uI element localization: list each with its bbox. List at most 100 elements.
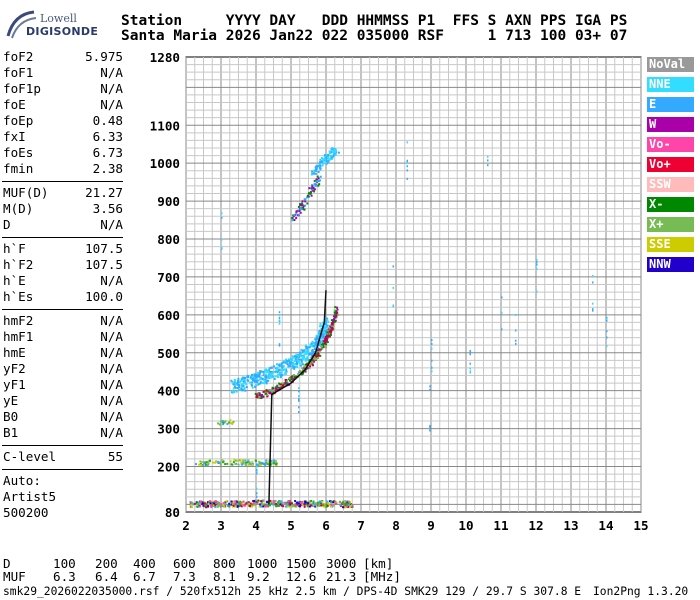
f2-o-trace-point <box>272 365 275 368</box>
es-second-hop-point <box>259 463 262 466</box>
f2-o-trace-point <box>241 376 244 379</box>
param-hmf2: hmF2 N/A <box>3 313 123 329</box>
f2-o-trace-point <box>253 375 256 378</box>
f2-second-hop-e-point <box>329 154 332 157</box>
f2-o-trace-point <box>276 368 279 371</box>
f2-x-trace-point <box>325 343 328 346</box>
f2-o-trace-point <box>263 369 266 372</box>
es-second-hop-point <box>202 464 205 467</box>
es-trace-point <box>200 500 203 503</box>
f2-second-hop-point <box>310 187 313 190</box>
es-trace-point <box>245 501 248 504</box>
f2-o-trace-point <box>277 376 280 379</box>
es-trace-point <box>318 500 321 503</box>
es-trace-point <box>345 505 348 508</box>
f2-o-trace-point <box>312 353 315 356</box>
es-trace-point <box>273 501 276 504</box>
es-trace-point <box>200 503 203 506</box>
f2-o-trace-point <box>299 353 302 356</box>
f2-second-hop-point <box>313 188 316 191</box>
f2-o-trace-point <box>273 377 276 380</box>
es-trace-point <box>326 505 329 508</box>
muf-cell: 1000 <box>247 556 278 571</box>
f2-x-trace-point <box>328 327 331 330</box>
noise-point <box>515 329 517 332</box>
muf-unit: [km] <box>363 556 394 571</box>
noise-point <box>256 472 258 475</box>
param-label: foF2 <box>3 49 34 64</box>
f2-o-trace-point <box>321 333 324 336</box>
f2-o-trace-point <box>244 381 247 384</box>
es-trace-point <box>343 503 346 506</box>
f2-o-trace-point <box>327 320 330 323</box>
noise-point <box>592 281 594 284</box>
muf-row-label: MUF <box>3 569 26 584</box>
f2-o-trace-point <box>280 371 283 374</box>
f2-second-hop-e-point <box>319 167 322 170</box>
f2-o-trace-point <box>282 365 285 368</box>
f2-o-trace-point <box>323 331 326 334</box>
param-value: N/A <box>100 97 123 112</box>
f2-x-trace-point <box>325 341 328 344</box>
legend-item-sse: SSE <box>647 237 694 252</box>
f2-second-hop-point <box>312 187 315 190</box>
es-trace-point <box>279 503 282 506</box>
es-trace-point <box>193 502 196 505</box>
es-trace-point <box>261 501 264 504</box>
f2-o-trace-point <box>315 340 318 343</box>
param-value: 100.0 <box>85 289 123 304</box>
f2-second-hop-e-point <box>319 168 322 171</box>
es-trace-point <box>351 505 354 508</box>
f2-o-trace-point <box>278 369 281 372</box>
es-trace-point <box>238 505 241 508</box>
f2-x-trace-point <box>336 311 339 314</box>
es-trace-point <box>318 503 321 506</box>
noise-point <box>256 469 258 472</box>
f2-o-trace-point <box>261 377 264 380</box>
f2-o-trace-point <box>294 358 297 361</box>
es-trace-point <box>307 502 310 505</box>
f2-o-trace-point <box>269 376 272 379</box>
f2-x-trace-point <box>286 380 289 383</box>
es-trace-point <box>234 505 237 508</box>
es-trace-point <box>272 500 275 503</box>
f2-o-trace-point <box>236 383 239 386</box>
digisonde-logo <box>4 6 74 46</box>
es-trace-point <box>306 503 309 506</box>
f2-o-trace-point <box>251 381 254 384</box>
f2-x-trace-point <box>326 334 329 337</box>
param-yf1: yF1 N/A <box>3 377 123 393</box>
f2-o-trace-point <box>232 391 235 394</box>
muf-cell: 7.3 <box>173 569 196 584</box>
param-value: 2.38 <box>92 161 123 176</box>
f2-second-hop-point <box>306 196 309 199</box>
f2-second-hop-e-point <box>332 155 335 158</box>
es-trace-point <box>189 505 192 508</box>
f2-o-trace-point <box>278 372 281 375</box>
es-trace-point <box>214 505 217 508</box>
es-trace-point <box>314 505 317 508</box>
f2-second-hop-e-point <box>319 161 322 164</box>
es-trace-point <box>319 502 322 505</box>
y-tick-label: 200 <box>157 460 180 475</box>
es-trace-point <box>328 500 331 503</box>
noise-point <box>406 160 408 163</box>
f2-x-trace-point <box>320 343 323 346</box>
f2-o-trace-point <box>293 367 296 370</box>
f2-o-trace-point <box>322 336 325 339</box>
f2-o-trace-point <box>267 369 270 372</box>
f2-x-trace-point <box>323 341 326 344</box>
es-second-hop-point <box>272 459 275 462</box>
es-trace-point <box>288 505 291 508</box>
noise-point <box>429 388 431 391</box>
es-third-hop-point <box>226 422 229 425</box>
es-trace-point <box>251 503 254 506</box>
es-trace-point <box>219 503 222 506</box>
es-trace-point <box>272 503 275 506</box>
param-label: h`F <box>3 241 26 256</box>
f2-o-trace-point <box>320 337 323 340</box>
f2-o-trace-point <box>305 358 308 361</box>
muf-cell: 800 <box>213 556 236 571</box>
legend-item-vo: Vo- <box>647 137 694 152</box>
param-foep: foEp 0.48 <box>3 113 123 129</box>
